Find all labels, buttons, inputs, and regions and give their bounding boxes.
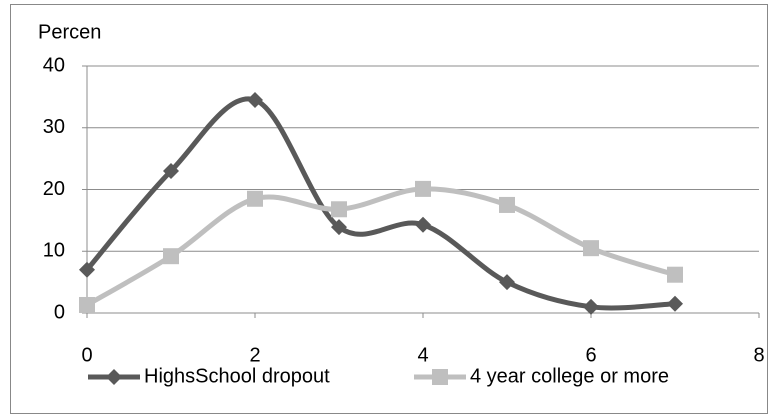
marker: [163, 162, 179, 179]
y-tick-label: 30: [43, 116, 65, 138]
marker: [247, 91, 263, 108]
marker: [331, 201, 347, 218]
marker: [163, 248, 179, 265]
x-tick-label: 6: [585, 344, 596, 366]
y-tick-label: 10: [43, 240, 65, 262]
x-tick-label: 8: [753, 344, 764, 366]
legend-label: HighsSchool dropout: [144, 365, 330, 387]
marker: [247, 190, 263, 207]
marker: [415, 216, 431, 233]
marker: [583, 298, 599, 315]
marker: [499, 274, 515, 291]
marker: [667, 295, 683, 312]
y-tick-label: 40: [43, 54, 65, 76]
marker: [415, 180, 431, 197]
marker: [79, 261, 95, 278]
x-tick-label: 0: [81, 344, 92, 366]
x-tick-label: 2: [249, 344, 260, 366]
y-axis-label: Percen: [38, 21, 101, 43]
marker: [667, 266, 683, 283]
legend-marker: [106, 369, 122, 385]
marker: [583, 240, 599, 257]
marker: [331, 219, 347, 236]
y-tick-label: 20: [43, 178, 65, 200]
marker: [79, 296, 95, 313]
marker: [499, 196, 515, 213]
series-line: [85, 186, 676, 308]
legend-label: 4 year college or more: [470, 365, 669, 387]
y-tick-label: 0: [54, 301, 65, 323]
legend-marker: [432, 369, 448, 385]
x-tick-label: 4: [417, 344, 428, 366]
